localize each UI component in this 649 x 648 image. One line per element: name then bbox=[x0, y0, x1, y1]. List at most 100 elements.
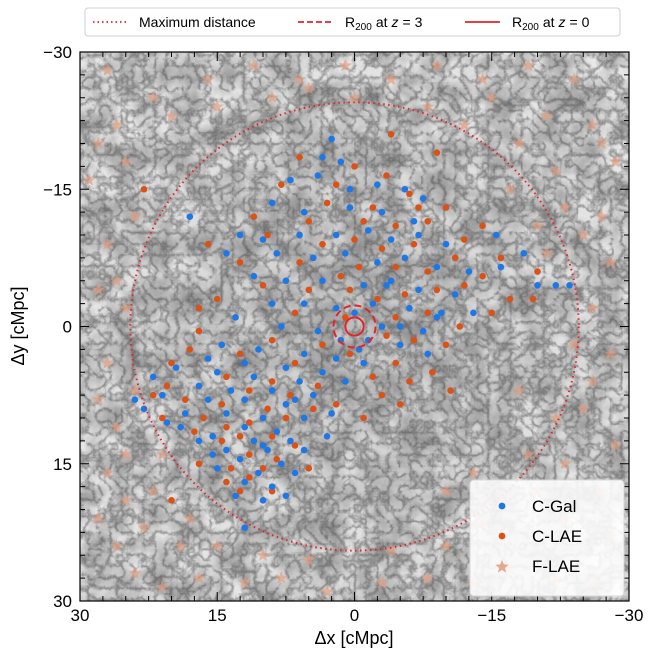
c-gal-point-21 bbox=[415, 231, 422, 239]
c-lae-point-85 bbox=[195, 460, 203, 468]
c-gal-point-10 bbox=[300, 208, 308, 216]
c-gal-point-9 bbox=[268, 199, 276, 207]
plot-area bbox=[79, 51, 630, 602]
c-gal-point-14 bbox=[186, 213, 194, 220]
c-gal-point-44 bbox=[332, 304, 340, 312]
f-lae-point-70 bbox=[384, 543, 398, 557]
top-legend-box bbox=[84, 7, 621, 37]
c-gal-point-104 bbox=[282, 492, 290, 500]
f-lae-point-51 bbox=[503, 182, 517, 195]
c-gal-point-28 bbox=[342, 250, 349, 257]
c-gal-point-93 bbox=[264, 446, 271, 454]
f-lae-point-53 bbox=[576, 228, 590, 241]
f-lae-point-40 bbox=[521, 58, 535, 72]
c-lae-point-64 bbox=[163, 382, 171, 390]
c-gal-point-101 bbox=[268, 483, 276, 490]
legend-clae-marker bbox=[498, 532, 506, 540]
c-lae-point-96 bbox=[415, 204, 422, 211]
f-lae-point-46 bbox=[247, 58, 261, 72]
c-gal-point-90 bbox=[250, 437, 258, 445]
c-gal-point-55 bbox=[355, 346, 363, 353]
c-lae-point-95 bbox=[337, 272, 345, 280]
f-lae-point-0 bbox=[100, 63, 115, 76]
f-lae-point-57 bbox=[521, 447, 535, 461]
f-lae-point-49 bbox=[512, 136, 526, 150]
c-gal-point-112 bbox=[383, 282, 390, 289]
c-lae-point-11 bbox=[305, 217, 313, 225]
c-lae-point-101 bbox=[360, 414, 367, 422]
c-lae-point-53 bbox=[428, 368, 436, 376]
c-gal-point-52 bbox=[378, 323, 386, 330]
c-gal-point-73 bbox=[195, 382, 203, 390]
f-lae-point-39 bbox=[567, 72, 581, 86]
circle-dashed-1 bbox=[332, 304, 377, 349]
f-lae-point-12 bbox=[109, 420, 124, 433]
c-lae-point-57 bbox=[369, 373, 377, 381]
c-lae-point-81 bbox=[245, 451, 253, 458]
c-gal-point-97 bbox=[213, 465, 221, 472]
c-gal-point-5 bbox=[346, 185, 354, 193]
c-lae-point-10 bbox=[250, 213, 258, 220]
c-lae-point-77 bbox=[236, 433, 244, 440]
c-lae-point-12 bbox=[360, 217, 367, 225]
c-lae-point-100 bbox=[305, 465, 313, 472]
c-gal-point-38 bbox=[360, 282, 367, 289]
circle-dotted-0 bbox=[129, 101, 580, 552]
c-gal-point-84 bbox=[259, 414, 267, 422]
inner-legend-box bbox=[469, 479, 625, 597]
c-lae-point-75 bbox=[282, 414, 290, 422]
c-lae-point-66 bbox=[287, 391, 294, 399]
f-lae-point-81 bbox=[485, 90, 499, 104]
f-lae-point-3 bbox=[91, 136, 105, 150]
c-gal-point-43 bbox=[300, 300, 308, 307]
c-lae-point-91 bbox=[195, 304, 203, 312]
c-gal-point-72 bbox=[149, 373, 157, 381]
f-lae-point-71 bbox=[439, 539, 453, 552]
legend-clae-label: C-LAE bbox=[532, 527, 582, 546]
c-gal-point-20 bbox=[387, 236, 395, 243]
c-lae-point-31 bbox=[529, 295, 537, 303]
c-gal-point-51 bbox=[314, 327, 322, 335]
f-lae-point-24 bbox=[421, 571, 435, 584]
c-gal-point-12 bbox=[378, 208, 386, 216]
c-gal-point-96 bbox=[278, 460, 285, 468]
c-lae-point-104 bbox=[447, 387, 454, 394]
c-lae-point-0 bbox=[387, 131, 395, 138]
c-lae-point-50 bbox=[319, 341, 326, 349]
f-lae-point-22 bbox=[320, 584, 334, 598]
c-lae-point-61 bbox=[268, 378, 276, 385]
c-lae-point-56 bbox=[291, 359, 299, 367]
c-gal-point-29 bbox=[374, 259, 381, 266]
c-lae-point-24 bbox=[534, 268, 541, 275]
f-lae-point-10 bbox=[100, 356, 115, 369]
c-gal-point-36 bbox=[282, 277, 290, 285]
c-gal-point-11 bbox=[346, 204, 354, 211]
c-gal-point-91 bbox=[287, 437, 294, 445]
f-lae-point-87 bbox=[109, 273, 124, 287]
f-lae-point-75 bbox=[530, 218, 545, 232]
f-lae-point-90 bbox=[466, 465, 481, 479]
c-gal-point-109 bbox=[323, 433, 331, 440]
f-lae-point-4 bbox=[119, 154, 133, 168]
f-lae-point-11 bbox=[91, 392, 105, 406]
c-lae-point-54 bbox=[186, 346, 194, 353]
c-gal-point-56 bbox=[396, 341, 404, 349]
c-gal-point-50 bbox=[278, 323, 285, 330]
c-lae-point-40 bbox=[342, 314, 349, 321]
f-lae-point-43 bbox=[384, 72, 398, 86]
x-tick-label: −30 bbox=[615, 606, 644, 625]
f-lae-point-34 bbox=[585, 301, 600, 314]
f-lae-point-19 bbox=[192, 571, 206, 584]
c-lae-point-59 bbox=[168, 359, 175, 367]
c-gal-point-87 bbox=[241, 423, 248, 431]
c-gal-point-45 bbox=[369, 300, 377, 307]
c-lae-point-45 bbox=[383, 332, 390, 339]
f-lae-point-36 bbox=[594, 209, 609, 223]
circle-solid-2 bbox=[344, 316, 365, 337]
y-tick-label: −15 bbox=[43, 180, 72, 199]
x-tick-label: 30 bbox=[71, 606, 90, 625]
f-lae-point-38 bbox=[585, 118, 600, 131]
c-gal-point-53 bbox=[419, 327, 427, 335]
c-lae-point-63 bbox=[378, 391, 386, 399]
c-gal-point-118 bbox=[433, 314, 441, 321]
